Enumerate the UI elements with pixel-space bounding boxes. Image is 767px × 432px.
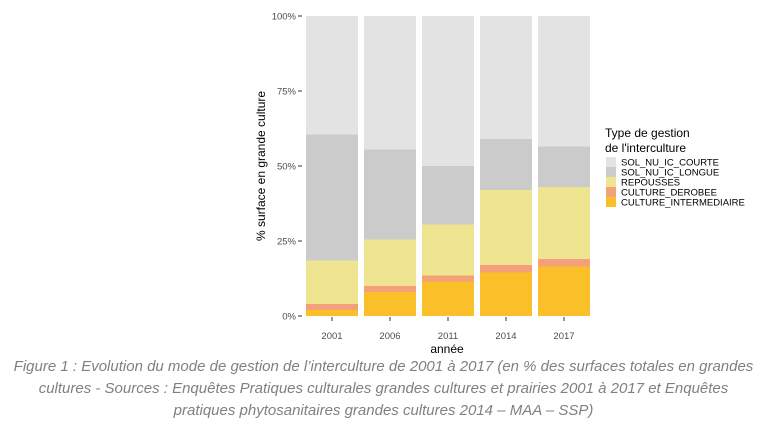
x-axis: 2001 2006 2011 2014 2017: [321, 317, 575, 342]
legend-label: CULTURE_DEROBEE: [621, 188, 717, 199]
bar-segment-sol-nu-ic-longue: [422, 166, 474, 225]
legend-items: SOL_NU_IC_COURTESOL_NU_IC_LONGUEREPOUSSE…: [606, 157, 745, 209]
bar-segment-repousses: [306, 260, 358, 304]
x-tick-label: 2011: [438, 331, 458, 342]
bar-segment-culture-intermediaire: [480, 272, 532, 316]
legend-swatch: [606, 177, 616, 187]
bar-segment-culture-derobee: [364, 286, 416, 292]
figure-caption: Figure 1 : Evolution du mode de gestion …: [13, 358, 754, 419]
bar-segment-sol-nu-ic-longue: [480, 139, 532, 190]
x-tick-label: 2014: [495, 331, 516, 342]
bar-segment-sol-nu-ic-longue: [306, 134, 358, 261]
bar-segment-sol-nu-ic-longue: [364, 149, 416, 240]
legend-swatch: [606, 197, 616, 207]
bar-segment-sol-nu-ic-courte: [364, 16, 416, 150]
bar-segment-repousses: [480, 190, 532, 265]
bar-segment-repousses: [422, 224, 474, 276]
bar-segment-repousses: [538, 187, 590, 259]
y-tick-label: 0%: [282, 312, 296, 323]
y-tick-label: 50%: [277, 162, 297, 173]
stacked-bar-chart: 0% 25% 50% 75% 100% 2001 2006 2011 2014 2017 ann…: [254, 12, 745, 357]
x-axis-title: année: [430, 342, 464, 356]
bar-segment-sol-nu-ic-courte: [538, 16, 590, 147]
legend-swatch: [606, 167, 616, 177]
y-tick-label: 75%: [277, 87, 297, 98]
x-tick-label: 2006: [379, 331, 400, 342]
legend-label: CULTURE_INTERMEDIAIRE: [621, 198, 745, 209]
legend-title-line1: Type de gestion: [605, 126, 690, 140]
legend-label: SOL_NU_IC_COURTE: [621, 158, 719, 169]
y-axis: 0% 25% 50% 75% 100%: [272, 12, 302, 323]
bar-segment-culture-derobee: [480, 265, 532, 273]
y-axis-title: % surface en grande culture: [254, 91, 268, 241]
bar-segment-culture-intermediaire: [422, 281, 474, 316]
legend-label: REPOUSSES: [621, 178, 680, 189]
y-tick-label: 25%: [277, 237, 297, 248]
x-tick-label: 2001: [321, 331, 342, 342]
legend-swatch: [606, 157, 616, 167]
bar-segment-sol-nu-ic-courte: [422, 16, 474, 166]
bars: [306, 16, 590, 316]
legend-swatch: [606, 187, 616, 197]
bar-segment-culture-derobee: [422, 275, 474, 282]
bar-segment-sol-nu-ic-courte: [306, 16, 358, 135]
x-tick-label: 2017: [553, 331, 574, 342]
y-tick-label: 100%: [272, 12, 297, 23]
bar-segment-culture-intermediaire: [306, 310, 358, 316]
legend-title-line2: de l'interculture: [605, 141, 686, 155]
legend: Type de gestion de l'interculture SOL_NU…: [605, 126, 745, 209]
bar-segment-culture-derobee: [306, 304, 358, 310]
chart: 0% 25% 50% 75% 100% 2001 2006 2011 2014 2017 ann…: [254, 12, 745, 357]
legend-label: SOL_NU_IC_LONGUE: [621, 168, 719, 179]
bar-segment-sol-nu-ic-courte: [480, 16, 532, 139]
bar-segment-repousses: [364, 239, 416, 286]
bar-segment-culture-intermediaire: [364, 292, 416, 316]
bar-segment-sol-nu-ic-longue: [538, 146, 590, 187]
bar-segment-culture-intermediaire: [538, 266, 590, 316]
bar-segment-culture-derobee: [538, 259, 590, 267]
